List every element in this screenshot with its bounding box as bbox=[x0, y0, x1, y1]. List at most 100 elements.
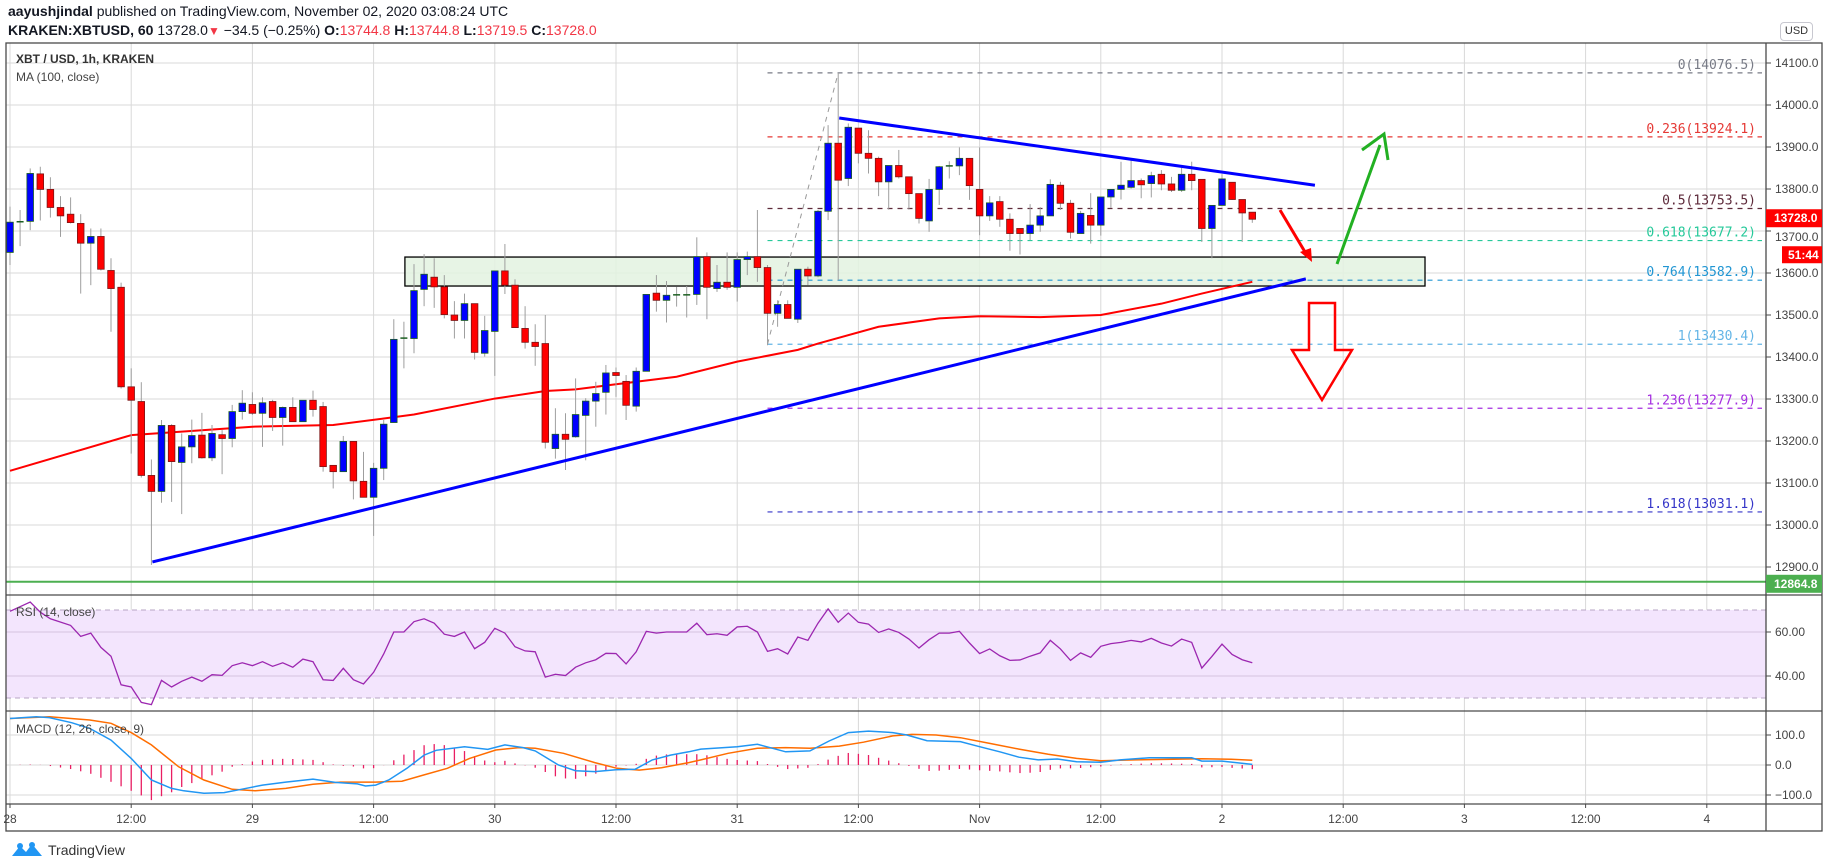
candle-body-up bbox=[986, 202, 994, 217]
fib-level-label: 1(13430.4) bbox=[1678, 329, 1756, 344]
time-tick-label: 29 bbox=[246, 812, 260, 826]
candle-body-up bbox=[571, 414, 580, 438]
time-tick-label: 12:00 bbox=[359, 812, 389, 826]
author-name[interactable]: aayushjindal bbox=[8, 3, 93, 19]
candle bbox=[551, 408, 560, 459]
candle bbox=[915, 193, 923, 224]
tradingview-logo[interactable]: TradingView bbox=[10, 840, 125, 860]
fib-level-label: 0(14076.5) bbox=[1678, 58, 1756, 73]
price-tick-label: 13800.0 bbox=[1775, 182, 1819, 196]
macd-signal-line bbox=[9, 715, 1253, 792]
candle-body-down bbox=[117, 286, 125, 388]
down-triangle-icon: ▼ bbox=[207, 24, 220, 38]
candle bbox=[996, 196, 1004, 227]
candle-body-down bbox=[1016, 228, 1024, 234]
candle-body-down bbox=[127, 386, 135, 401]
time-axis[interactable]: 28 12:00 29 12:00 30 12:00 31 12:00 Nov 12:00 2 12:… bbox=[3, 804, 1710, 826]
fib-trend-line[interactable] bbox=[767, 72, 839, 345]
candle bbox=[521, 306, 529, 349]
candle-body-down bbox=[440, 286, 448, 315]
currency-button[interactable]: USD bbox=[1780, 22, 1813, 41]
support-trendline[interactable] bbox=[152, 277, 1307, 564]
candle-body-up bbox=[602, 372, 610, 393]
tradingview-brand: TradingView bbox=[48, 842, 126, 858]
candle-body-down bbox=[329, 464, 337, 473]
candle-body-down bbox=[703, 256, 711, 288]
candle-body-up bbox=[1036, 215, 1044, 226]
candle bbox=[107, 258, 115, 332]
candle bbox=[56, 196, 65, 237]
price-tick-label: 13000.0 bbox=[1775, 518, 1819, 532]
candle-body-up bbox=[188, 435, 196, 448]
candle bbox=[420, 254, 428, 307]
low-value: 13719.5 bbox=[476, 22, 528, 38]
candle-body-down bbox=[36, 173, 44, 190]
candle bbox=[1036, 207, 1044, 232]
candle-body-down bbox=[1198, 178, 1206, 229]
open-label: O: bbox=[324, 22, 340, 38]
candle-body-up bbox=[773, 304, 782, 314]
candle-body-up bbox=[1177, 173, 1186, 191]
candle bbox=[167, 424, 176, 502]
candle-body-up bbox=[1127, 180, 1135, 188]
price-tick-label: 12900.0 bbox=[1775, 560, 1819, 574]
candle-body-down bbox=[147, 475, 156, 492]
ma-legend: MA (100, close) bbox=[16, 70, 100, 84]
candle bbox=[905, 176, 913, 210]
candle bbox=[289, 397, 297, 423]
candle bbox=[36, 166, 44, 221]
candle bbox=[723, 252, 731, 290]
candle-body-down bbox=[1066, 202, 1075, 233]
candle bbox=[986, 196, 994, 221]
candle bbox=[1046, 179, 1054, 217]
candle bbox=[501, 244, 509, 294]
candle bbox=[622, 375, 630, 420]
price-tick-label: 13700.0 bbox=[1775, 230, 1819, 244]
candle bbox=[309, 390, 317, 417]
candle-body-up bbox=[299, 399, 307, 423]
pane-borders bbox=[5, 42, 1823, 832]
candle bbox=[198, 412, 206, 459]
candle-body-up bbox=[228, 411, 236, 439]
candle-body-down bbox=[1087, 215, 1095, 226]
resistance-trendline[interactable] bbox=[839, 116, 1316, 187]
candle-body-up bbox=[157, 425, 166, 492]
candle bbox=[1107, 189, 1115, 208]
ma-100-line bbox=[9, 280, 1253, 472]
candle bbox=[1157, 170, 1166, 191]
high-label: H: bbox=[394, 22, 409, 38]
candle bbox=[26, 168, 34, 231]
candle bbox=[258, 397, 267, 447]
candle bbox=[77, 214, 85, 294]
candle bbox=[1218, 174, 1226, 206]
candle bbox=[1137, 178, 1145, 199]
candle-body-down bbox=[874, 157, 883, 183]
candle-body-up bbox=[278, 406, 287, 418]
candle bbox=[864, 130, 873, 174]
green-arrow-shaft bbox=[1335, 144, 1382, 265]
time-tick-label: 12:00 bbox=[116, 812, 146, 826]
candle-body-up bbox=[632, 370, 640, 407]
candle bbox=[935, 165, 943, 205]
candle-body-down bbox=[268, 401, 277, 418]
price-axis[interactable]: 14100.0 14000.0 13900.0 13800.0 13700.0 13600… bbox=[1766, 56, 1822, 802]
candle-body-down bbox=[167, 425, 176, 462]
close-value: 13728.0 bbox=[546, 22, 597, 38]
support-zone-rectangle[interactable] bbox=[404, 256, 1426, 287]
candle bbox=[602, 364, 610, 415]
candle bbox=[248, 392, 257, 415]
candle bbox=[1147, 171, 1155, 198]
candle-body-down bbox=[864, 152, 873, 159]
candle bbox=[16, 210, 24, 247]
candle bbox=[390, 319, 398, 423]
candle bbox=[410, 264, 418, 354]
price-tick-label: 13300.0 bbox=[1775, 392, 1819, 406]
time-tick-label: 12:00 bbox=[1571, 812, 1601, 826]
candle-body-down bbox=[450, 314, 459, 321]
candle bbox=[1076, 210, 1085, 234]
open-value: 13744.8 bbox=[339, 22, 391, 38]
candle bbox=[1006, 213, 1014, 251]
candle-body-up bbox=[1218, 178, 1226, 206]
candle bbox=[66, 197, 75, 224]
